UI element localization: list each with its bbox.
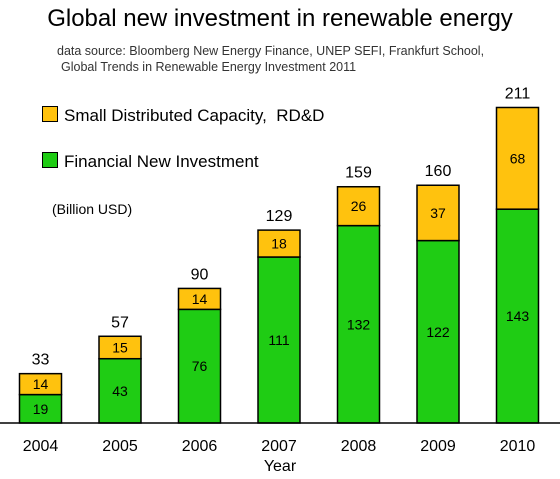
x-tick-label-2005: 2005 bbox=[102, 438, 138, 455]
data-label-financial-2007: 111 bbox=[268, 332, 289, 348]
legend-swatch-small-distributed bbox=[42, 106, 58, 122]
data-label-small-distributed-2009: 37 bbox=[430, 205, 446, 221]
legend-label-financial: Financial New Investment bbox=[64, 152, 259, 171]
source-line-2: Global Trends in Renewable Energy Invest… bbox=[61, 60, 357, 74]
chart-title: Global new investment in renewable energ… bbox=[47, 5, 513, 32]
source-line-1: data source: Bloomberg New Energy Financ… bbox=[57, 44, 485, 58]
legend-item-small-distributed: Small Distributed Capacity, RD&D bbox=[42, 106, 324, 126]
total-label-2006: 90 bbox=[191, 266, 209, 283]
x-tick-label-2009: 2009 bbox=[420, 438, 456, 455]
bar-small-distributed-2008 bbox=[336, 185, 381, 227]
legend-swatch-financial bbox=[42, 152, 58, 168]
legend-item-financial: Financial New Investment bbox=[42, 152, 259, 172]
total-label-2008: 159 bbox=[345, 165, 372, 182]
bar-small-distributed-2007 bbox=[257, 229, 301, 258]
data-label-small-distributed-2007: 18 bbox=[271, 236, 287, 252]
data-label-small-distributed-2010: 68 bbox=[510, 150, 526, 166]
data-label-financial-2009: 122 bbox=[426, 324, 450, 340]
x-tick-label-2004: 2004 bbox=[23, 438, 59, 455]
total-label-2009: 160 bbox=[425, 163, 452, 180]
data-label-financial-2005: 43 bbox=[112, 383, 128, 399]
x-tick-label-2007: 2007 bbox=[261, 438, 297, 455]
data-label-financial-2010: 143 bbox=[506, 308, 530, 324]
total-label-2005: 57 bbox=[111, 314, 129, 331]
data-label-small-distributed-2005: 15 bbox=[112, 339, 128, 355]
legend-label-small-distributed: Small Distributed Capacity, RD&D bbox=[64, 106, 325, 125]
data-label-financial-2004: 19 bbox=[33, 401, 49, 417]
x-axis-title: Year bbox=[263, 458, 297, 475]
total-label-2007: 129 bbox=[266, 208, 293, 225]
bar-small-distributed-2006 bbox=[177, 287, 222, 311]
data-label-small-distributed-2006: 14 bbox=[192, 291, 208, 307]
total-label-2004: 33 bbox=[32, 352, 50, 369]
data-label-financial-2008: 132 bbox=[347, 316, 371, 332]
data-source-note: data source: Bloomberg New Energy Financ… bbox=[57, 43, 484, 75]
bar-small-distributed-2005 bbox=[98, 335, 142, 360]
bar-financial-2007 bbox=[257, 256, 301, 424]
bar-small-distributed-2009 bbox=[416, 184, 460, 242]
x-tick-label-2008: 2008 bbox=[341, 438, 377, 455]
x-tick-label-2006: 2006 bbox=[182, 438, 218, 455]
bar-financial-2008 bbox=[336, 224, 381, 424]
unit-label: (Billion USD) bbox=[52, 201, 133, 217]
data-label-small-distributed-2008: 26 bbox=[351, 198, 367, 214]
data-label-financial-2006: 76 bbox=[192, 358, 208, 374]
x-tick-label-2010: 2010 bbox=[500, 438, 536, 455]
bar-small-distributed-2010 bbox=[495, 106, 540, 210]
data-label-small-distributed-2004: 14 bbox=[33, 376, 49, 392]
bar-small-distributed-2004 bbox=[18, 372, 63, 396]
bar-financial-2009 bbox=[416, 239, 460, 424]
total-label-2010: 211 bbox=[505, 85, 531, 102]
